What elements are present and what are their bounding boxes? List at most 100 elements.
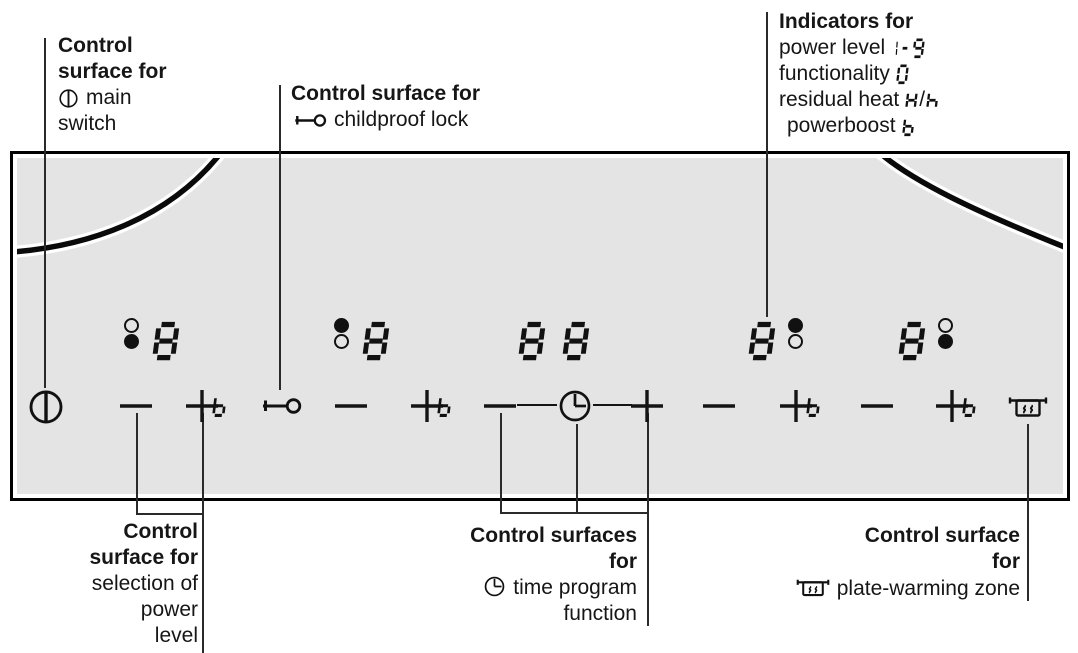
zone4-plus-button[interactable] bbox=[779, 389, 813, 423]
callout-text: functionality bbox=[779, 62, 890, 85]
timer-connector-line bbox=[517, 404, 557, 406]
minus-icon bbox=[861, 404, 893, 408]
zone2-dot-top bbox=[334, 318, 349, 333]
callout-childproof-lock: Control surface for childproof lock bbox=[291, 81, 480, 133]
segment-glyphs bbox=[891, 37, 925, 59]
callout-title: surface for bbox=[58, 60, 167, 83]
main-switch-button[interactable] bbox=[27, 388, 65, 426]
plus-icon bbox=[186, 390, 218, 422]
zone4-display bbox=[748, 321, 776, 362]
zone1-indicator-dots bbox=[124, 318, 139, 349]
callout-text: function bbox=[563, 602, 637, 625]
zone2-minus-button[interactable] bbox=[334, 389, 368, 423]
zone1-dot-bottom bbox=[124, 334, 139, 349]
leader-line-main-switch bbox=[44, 38, 46, 388]
segment-glyphs: / bbox=[905, 87, 939, 113]
callout-text: level bbox=[154, 624, 198, 647]
callout-main-switch: Control surface for main switch bbox=[58, 33, 167, 137]
callout-title: Control bbox=[123, 520, 198, 543]
zone1-minus-button[interactable] bbox=[119, 389, 153, 423]
zone5-dot-top bbox=[938, 318, 953, 333]
callout-text: plate-warming zone bbox=[836, 577, 1020, 600]
pot-icon bbox=[796, 575, 830, 599]
timer-connector-line bbox=[593, 404, 632, 406]
zone5-indicator-dots bbox=[938, 318, 953, 349]
callout-title: Control surface bbox=[864, 524, 1020, 547]
minus-icon bbox=[335, 404, 367, 408]
timer-button[interactable] bbox=[557, 388, 593, 424]
segment-glyphs bbox=[901, 116, 915, 137]
callout-title: Indicators for bbox=[779, 10, 914, 33]
callout-text: powerboost bbox=[787, 114, 896, 137]
leader-connector-timer bbox=[500, 512, 649, 514]
zone1-dot-top bbox=[124, 318, 139, 333]
timer-plus-button[interactable] bbox=[630, 389, 664, 423]
callout-title: for bbox=[609, 550, 637, 573]
callout-title: Control surface for bbox=[291, 82, 481, 105]
zone5-minus-button[interactable] bbox=[860, 389, 894, 423]
minus-icon bbox=[703, 404, 735, 408]
zone4-indicator-dots bbox=[788, 318, 803, 349]
control-panel bbox=[10, 151, 1070, 501]
childproof-lock-button[interactable] bbox=[258, 393, 302, 419]
zone1-plus-button[interactable] bbox=[185, 389, 219, 423]
zone5-display bbox=[898, 321, 926, 362]
key-icon bbox=[258, 393, 302, 419]
zone2-powerboost-glyph[interactable] bbox=[437, 394, 452, 418]
callout-title: Control bbox=[58, 34, 133, 57]
leader-line-timer-plus bbox=[647, 413, 649, 626]
zone5-plus-button[interactable] bbox=[935, 389, 969, 423]
zone1-display bbox=[152, 321, 180, 362]
leader-line-power-minus bbox=[136, 413, 138, 515]
zone2-plus-button[interactable] bbox=[410, 389, 444, 423]
leader-line-childproof-lock bbox=[279, 85, 281, 390]
leader-connector-power-level bbox=[136, 513, 204, 515]
timer-minus-button[interactable] bbox=[483, 389, 517, 423]
plate-warming-button[interactable] bbox=[1008, 392, 1048, 420]
zone2-dot-bottom bbox=[334, 334, 349, 349]
zone1-powerboost-glyph[interactable] bbox=[212, 394, 227, 418]
minus-icon bbox=[484, 404, 516, 408]
zone5-powerboost-glyph[interactable] bbox=[962, 394, 977, 418]
zone4-dot-top bbox=[788, 318, 803, 333]
leader-line-plate-warming bbox=[1027, 424, 1029, 601]
power-icon bbox=[27, 388, 65, 426]
plus-icon bbox=[780, 390, 812, 422]
power-icon bbox=[58, 88, 79, 109]
callout-time-program: Control surfaces for time program functi… bbox=[395, 523, 637, 627]
plus-icon bbox=[936, 390, 968, 422]
callout-text: power bbox=[140, 598, 198, 621]
callout-text: main bbox=[86, 86, 132, 109]
zone2-display bbox=[362, 321, 390, 362]
callout-power-level: Control surface for selection of power l… bbox=[38, 519, 198, 649]
callout-title: for bbox=[992, 550, 1020, 573]
clock-icon bbox=[557, 388, 593, 424]
minus-icon bbox=[120, 404, 152, 408]
leader-line-timer-clock bbox=[576, 424, 578, 514]
clock-icon bbox=[483, 575, 506, 598]
callout-text: childproof lock bbox=[334, 108, 469, 131]
timer-display bbox=[518, 321, 590, 362]
leader-line-indicators bbox=[766, 12, 768, 317]
zone4-powerboost-glyph[interactable] bbox=[806, 394, 821, 418]
callout-text: time program bbox=[513, 576, 637, 599]
callout-title: surface for bbox=[89, 546, 198, 569]
callout-text: switch bbox=[58, 112, 117, 135]
zone2-indicator-dots bbox=[334, 318, 349, 349]
callout-indicators: Indicators for power level functionality… bbox=[779, 9, 939, 139]
callout-text: selection of bbox=[91, 572, 198, 595]
cooking-zone-curves bbox=[17, 158, 1063, 258]
callout-plate-warming: Control surface for plate-warming zone bbox=[718, 523, 1020, 602]
zone4-dot-bottom bbox=[788, 334, 803, 349]
key-icon bbox=[291, 110, 327, 131]
plus-icon bbox=[631, 390, 663, 422]
leader-line-power-plus bbox=[202, 413, 204, 653]
callout-text: residual heat bbox=[779, 88, 900, 111]
callout-title: Control surfaces bbox=[470, 524, 637, 547]
callout-text: power level bbox=[779, 36, 886, 59]
zone5-dot-bottom bbox=[938, 334, 953, 349]
plus-icon bbox=[411, 390, 443, 422]
pot-icon bbox=[1008, 392, 1048, 420]
zone4-minus-button[interactable] bbox=[702, 389, 736, 423]
